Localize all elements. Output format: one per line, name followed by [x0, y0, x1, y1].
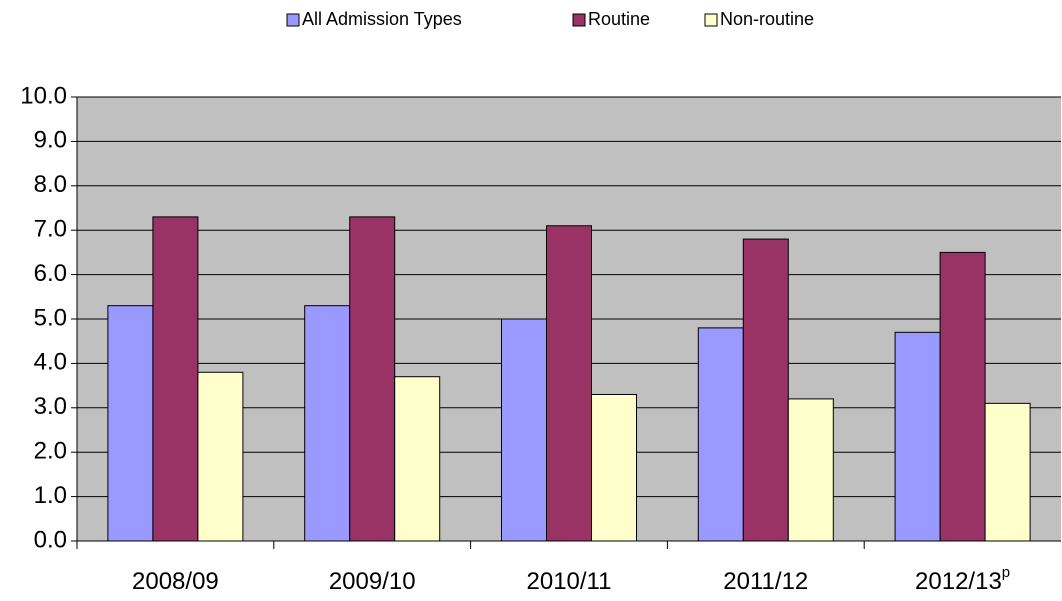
bar [742, 238, 789, 542]
category-label: 2009/10 [329, 568, 416, 595]
y-tick-label: 2.0 [34, 438, 67, 465]
bar [697, 327, 744, 542]
bar [984, 402, 1031, 542]
bar [591, 393, 637, 542]
x-tick-label: 2011/12 [723, 568, 808, 595]
legend-swatch [286, 13, 300, 27]
legend-label: All Admission Types [302, 9, 462, 29]
bar [107, 305, 154, 542]
bar [197, 371, 244, 542]
legend-label: Non-routine [720, 9, 814, 29]
x-tick-label: 2008/09 [132, 568, 219, 595]
category-label: 2012/13 [915, 568, 1002, 595]
y-tick-label: 10.0 [20, 82, 67, 109]
bar [304, 305, 351, 542]
category-label: 2008/09 [132, 568, 219, 595]
bar [894, 331, 941, 542]
bar [939, 251, 986, 542]
legend-label: Routine [588, 9, 650, 29]
category-note: p [1002, 564, 1010, 581]
bar [394, 376, 441, 542]
x-tick-label: 2009/10 [329, 568, 416, 595]
x-tick-label: 2010/11 [527, 568, 612, 595]
legend-swatch [704, 13, 718, 27]
y-tick-label: 8.0 [34, 171, 67, 198]
x-tick-label: 2012/13p [915, 564, 1010, 595]
y-tick-label: 4.0 [34, 349, 67, 376]
y-tick-label: 1.0 [34, 482, 67, 509]
bar [787, 398, 834, 542]
y-tick-label: 7.0 [34, 216, 67, 243]
bar [349, 216, 396, 542]
bar [546, 225, 592, 542]
category-label: 2011/12 [723, 568, 808, 595]
legend-swatch [572, 13, 586, 27]
y-tick-label: 9.0 [34, 127, 67, 154]
y-tick-label: 6.0 [34, 260, 67, 287]
y-tick-label: 0.0 [34, 526, 67, 553]
bar [501, 318, 547, 542]
y-tick-label: 3.0 [34, 393, 67, 420]
bar [152, 216, 199, 542]
y-tick-label: 5.0 [34, 304, 67, 331]
category-label: 2010/11 [527, 568, 612, 595]
